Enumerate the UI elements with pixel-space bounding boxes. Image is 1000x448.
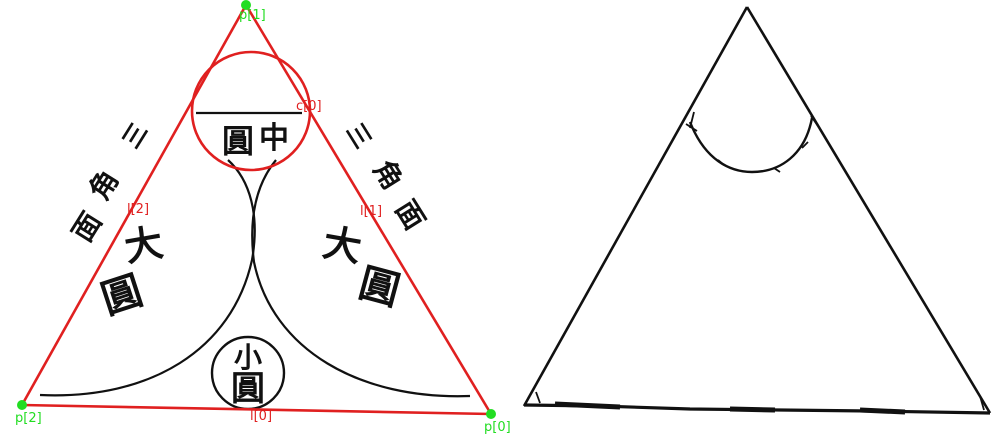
side-left-char-1: 三 [116,118,153,154]
side-left-char-2: 角 [83,164,126,205]
point-p2 [17,400,27,410]
side-right-char-2: 角 [367,154,410,195]
point-p0 [486,409,496,419]
big-arc-right [251,159,471,398]
circle-c0 [190,50,312,172]
middle-circle-char-2: 中 [259,121,289,156]
label-l1: l[1] [360,204,382,219]
side-left-char-3: 面 [66,206,109,247]
scan-text: 三 角 面 三 角 面 圓 中 大 圓 大 圓 小 圓 [66,118,432,409]
line-l0 [21,403,492,416]
red-labels: l[0] l[1] l[2] c[0] [127,99,382,424]
big-right-char-2: 圓 [354,259,405,315]
extracted-left-side [522,6,749,407]
extracted-arc-ticks [535,111,985,411]
middle-circle-char-1: 圓 [222,122,254,160]
green-points: p[0] p[1] p[2] [15,0,511,435]
label-p1: p[1] [239,8,266,23]
point-p1 [241,0,251,10]
extracted-base-thick [554,401,906,415]
small-circle-char-2: 圓 [231,369,265,409]
label-p2: p[2] [15,411,42,426]
label-l2: l[2] [127,202,149,217]
extracted-right-side [745,6,992,414]
big-left-char-2: 圓 [96,267,149,324]
side-right-char-1: 三 [341,118,378,154]
big-right-char-1: 大 [320,219,365,270]
big-left-char-1: 大 [121,219,166,270]
right-panel [522,6,992,415]
small-circle-char-1: 小 [234,341,262,374]
extracted-arc [688,117,814,174]
label-p0: p[0] [484,420,511,435]
label-l0: l[0] [250,409,272,424]
side-right-char-3: 面 [389,194,432,235]
left-panel: 三 角 面 三 角 面 圓 中 大 圓 大 圓 小 圓 l[0] l[1] l [15,0,511,435]
red-overlay [20,4,493,416]
line-l1 [244,4,493,415]
label-c0: c[0] [296,99,322,114]
big-arc-left [39,159,256,397]
